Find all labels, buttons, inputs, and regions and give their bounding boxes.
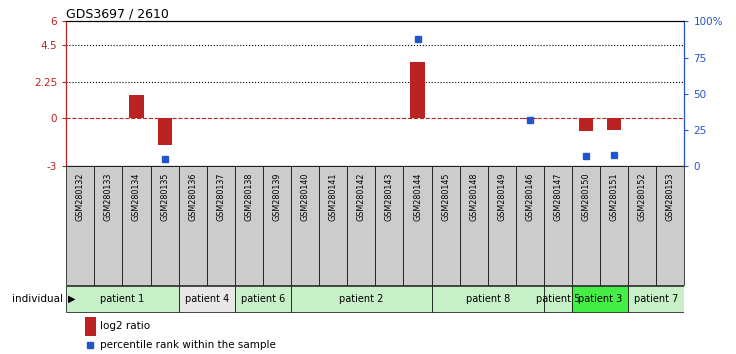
Bar [94, 166, 122, 285]
Bar [122, 166, 151, 285]
Text: GSM280141: GSM280141 [329, 172, 338, 221]
Bar [66, 286, 179, 312]
Bar [600, 166, 629, 285]
Bar [544, 286, 572, 312]
Text: GSM280146: GSM280146 [526, 172, 534, 221]
Bar [431, 286, 544, 312]
Text: patient 7: patient 7 [634, 294, 679, 304]
Bar [375, 166, 403, 285]
Text: GSM280144: GSM280144 [413, 172, 422, 221]
Bar [235, 166, 263, 285]
Text: patient 2: patient 2 [339, 294, 383, 304]
Text: GDS3697 / 2610: GDS3697 / 2610 [66, 7, 169, 20]
Text: GSM280137: GSM280137 [216, 172, 225, 221]
Bar [85, 317, 96, 336]
Text: patient 1: patient 1 [100, 294, 144, 304]
Bar [411, 62, 425, 118]
Bar [207, 166, 235, 285]
Bar [347, 166, 375, 285]
Text: GSM280136: GSM280136 [188, 172, 197, 221]
Bar [657, 166, 684, 285]
Bar [572, 286, 629, 312]
Text: patient 5: patient 5 [536, 294, 580, 304]
Bar [544, 166, 572, 285]
Text: GSM280147: GSM280147 [553, 172, 562, 221]
Bar [572, 166, 600, 285]
Text: GSM280150: GSM280150 [581, 172, 590, 221]
Bar [403, 166, 431, 285]
Bar [291, 286, 431, 312]
Text: GSM280133: GSM280133 [104, 172, 113, 221]
Bar [431, 166, 460, 285]
Bar [488, 166, 516, 285]
Text: GSM280135: GSM280135 [160, 172, 169, 221]
Text: GSM280138: GSM280138 [244, 172, 253, 221]
Text: individual: individual [12, 294, 63, 304]
Bar [629, 286, 684, 312]
Text: GSM280139: GSM280139 [272, 172, 281, 221]
Text: GSM280152: GSM280152 [638, 172, 647, 221]
Text: GSM280132: GSM280132 [76, 172, 85, 221]
Text: GSM280151: GSM280151 [609, 172, 619, 221]
Bar [629, 166, 657, 285]
Bar [179, 286, 235, 312]
Bar [263, 166, 291, 285]
Text: GSM280149: GSM280149 [498, 172, 506, 221]
Bar [66, 166, 94, 285]
Bar [130, 96, 144, 118]
Bar [319, 166, 347, 285]
Text: GSM280142: GSM280142 [357, 172, 366, 221]
Bar [607, 118, 621, 130]
Text: patient 6: patient 6 [241, 294, 285, 304]
Text: ▶: ▶ [68, 294, 76, 304]
Text: log2 ratio: log2 ratio [100, 321, 150, 331]
Bar [179, 166, 207, 285]
Text: GSM280134: GSM280134 [132, 172, 141, 221]
Bar [158, 118, 171, 145]
Text: patient 8: patient 8 [466, 294, 510, 304]
Text: patient 3: patient 3 [578, 294, 623, 304]
Bar [291, 166, 319, 285]
Bar [460, 166, 488, 285]
Bar [523, 118, 537, 119]
Text: GSM280140: GSM280140 [300, 172, 310, 221]
Text: GSM280145: GSM280145 [441, 172, 450, 221]
Text: GSM280143: GSM280143 [385, 172, 394, 221]
Bar [151, 166, 179, 285]
Bar [516, 166, 544, 285]
Text: patient 4: patient 4 [185, 294, 229, 304]
Bar [235, 286, 291, 312]
Text: percentile rank within the sample: percentile rank within the sample [100, 340, 276, 350]
Text: GSM280153: GSM280153 [666, 172, 675, 221]
Text: GSM280148: GSM280148 [470, 172, 478, 221]
Bar [579, 118, 593, 131]
